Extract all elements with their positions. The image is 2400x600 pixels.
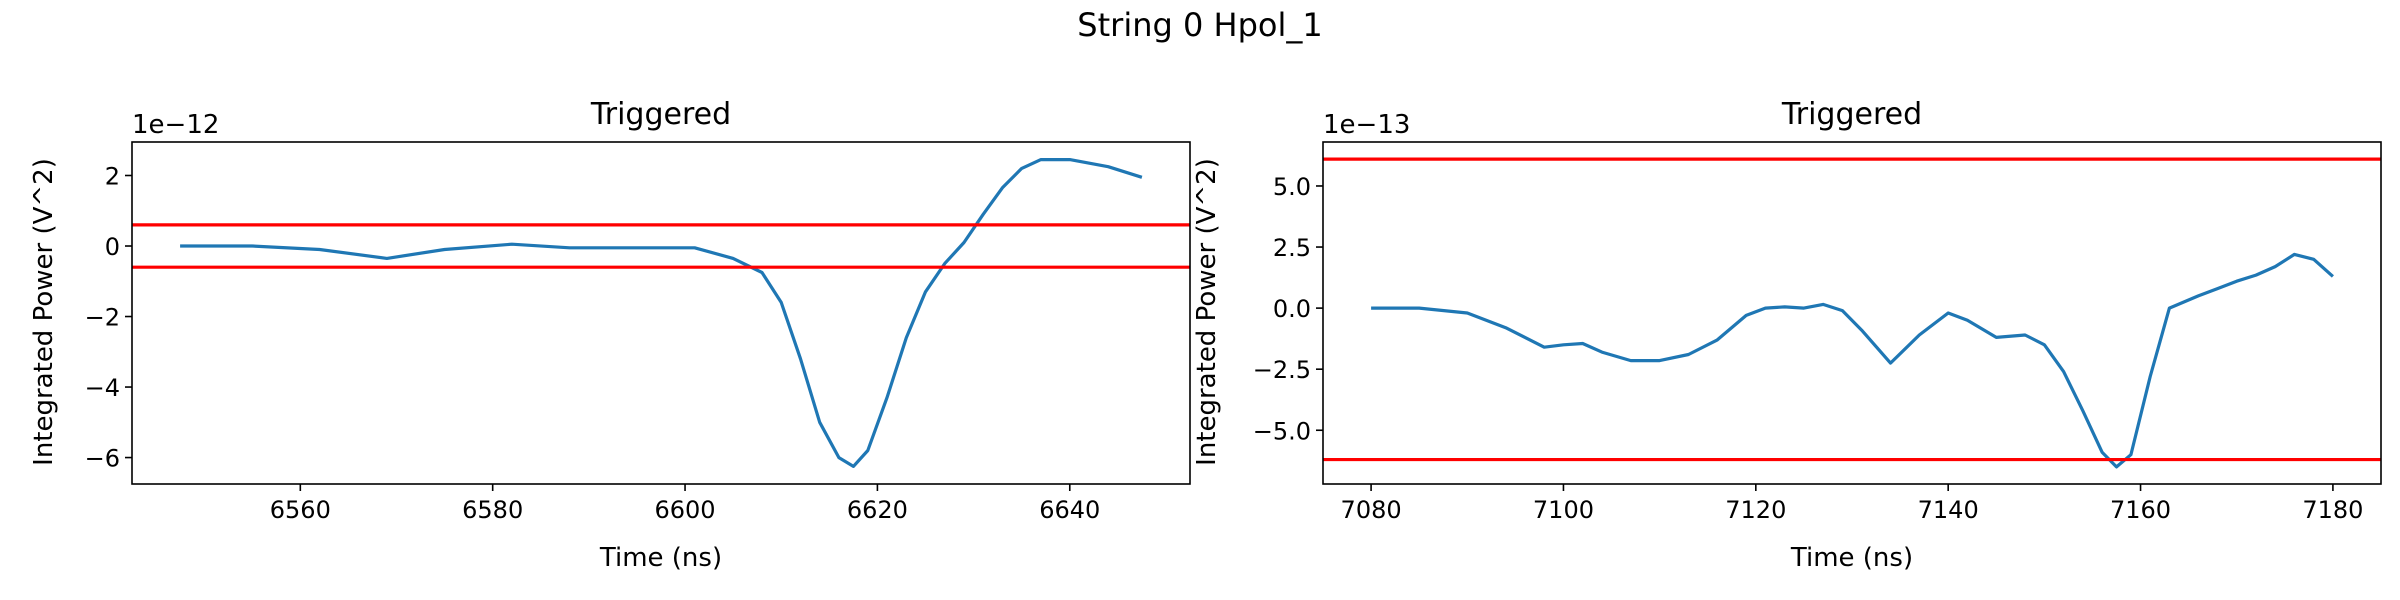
right-y-tick-label: 0.0 bbox=[1273, 295, 1311, 323]
right-y-tick-label: −5.0 bbox=[1253, 417, 1311, 445]
right-panel-xlabel: Time (ns) bbox=[1790, 543, 1913, 573]
left-y-tick-label: −6 bbox=[85, 445, 120, 473]
right-panel: Triggered 1e−13 Time (ns) Integrated Pow… bbox=[1192, 97, 2382, 573]
right-panel-y-offset: 1e−13 bbox=[1323, 110, 1410, 140]
left-y-tick-label: −4 bbox=[85, 374, 120, 402]
left-panel-y-offset: 1e−12 bbox=[132, 110, 219, 140]
right-x-tick-label: 7120 bbox=[1725, 496, 1786, 524]
left-x-tick-label: 6640 bbox=[1039, 496, 1100, 524]
left-series-line-0 bbox=[180, 158, 1143, 468]
right-x-tick-label: 7140 bbox=[1918, 496, 1979, 524]
left-panel-ylabel: Integrated Power (V^2) bbox=[29, 158, 59, 466]
left-x-tick-label: 6620 bbox=[847, 496, 908, 524]
right-x-tick-label: 7080 bbox=[1341, 496, 1402, 524]
suptitle: String 0 Hpol_1 bbox=[1077, 6, 1322, 44]
right-x-tick-label: 7180 bbox=[2302, 496, 2363, 524]
right-y-tick-label: 2.5 bbox=[1273, 234, 1311, 262]
right-panel-title: Triggered bbox=[1781, 97, 1922, 132]
left-panel: Triggered 1e−12 Time (ns) Integrated Pow… bbox=[29, 97, 1191, 573]
left-panel-title: Triggered bbox=[590, 97, 731, 132]
right-x-tick-label: 7160 bbox=[2110, 496, 2171, 524]
left-axes-frame bbox=[131, 141, 1191, 485]
right-panel-ylabel: Integrated Power (V^2) bbox=[1192, 158, 1222, 466]
right-y-tick-label: 5.0 bbox=[1273, 173, 1311, 201]
left-panel-xlabel: Time (ns) bbox=[599, 543, 722, 573]
left-y-tick-label: 0 bbox=[105, 233, 120, 261]
right-x-tick-label: 7100 bbox=[1533, 496, 1594, 524]
left-y-tick-label: 2 bbox=[105, 162, 120, 190]
left-x-tick-label: 6580 bbox=[462, 496, 523, 524]
right-y-tick-label: −2.5 bbox=[1253, 356, 1311, 384]
left-x-tick-label: 6600 bbox=[655, 496, 716, 524]
left-y-tick-label: −2 bbox=[85, 304, 120, 332]
left-x-tick-label: 6560 bbox=[270, 496, 331, 524]
right-series-line-0 bbox=[1371, 252, 2334, 469]
right-axes-frame bbox=[1322, 141, 2382, 485]
